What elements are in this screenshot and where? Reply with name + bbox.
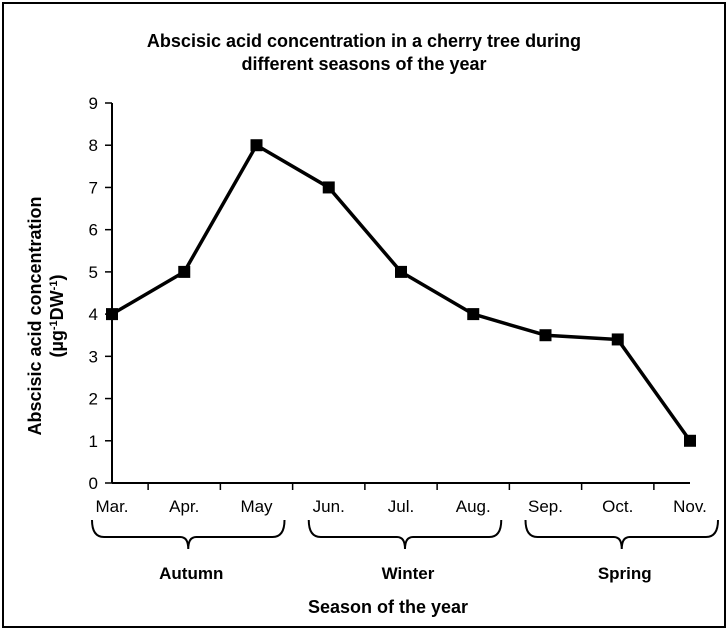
y-tick-label: 6 xyxy=(89,221,98,240)
x-tick-label: Nov. xyxy=(673,497,707,516)
season-groups: Autumn Winter Spring xyxy=(91,519,719,583)
y-tick-label: 2 xyxy=(89,390,98,409)
x-tick-label: Jul. xyxy=(388,497,414,516)
data-point xyxy=(467,308,480,321)
season-label: Winter xyxy=(382,564,435,583)
x-tick-label: Apr. xyxy=(169,497,199,516)
y-tick-label: 4 xyxy=(89,305,98,324)
x-tick-label: Oct. xyxy=(602,497,633,516)
y-ticks: 0 1 2 3 4 5 6 7 8 9 xyxy=(89,94,112,493)
data-point xyxy=(178,265,191,278)
x-tick-label: Aug. xyxy=(456,497,491,516)
x-ticks: Mar. Apr. May Jun. Jul. Aug. Sep. Oct. Nov. xyxy=(95,483,707,516)
data-point xyxy=(106,308,118,321)
x-tick-label: Mar. xyxy=(95,497,128,516)
x-tick-label: Sep. xyxy=(528,497,563,516)
data-point xyxy=(395,265,407,278)
chart-title-line-1: Abscisic acid concentration in a cherry … xyxy=(146,31,582,51)
x-tick-label: May xyxy=(240,497,273,516)
y-tick-label: 8 xyxy=(89,136,98,155)
data-point xyxy=(539,329,552,342)
y-tick-label: 3 xyxy=(89,347,98,366)
y-tick-label: 5 xyxy=(89,263,98,282)
x-tick-label: Jun. xyxy=(313,497,345,516)
data-point xyxy=(611,333,624,346)
season-label: Spring xyxy=(598,564,652,583)
season-brace xyxy=(524,519,719,550)
series-line xyxy=(111,143,692,442)
x-axis-label: Season of the year xyxy=(307,597,469,617)
season-brace xyxy=(307,519,503,550)
season-brace xyxy=(91,519,286,550)
chart-title: Abscisic acid concentration in a cherry … xyxy=(0,30,728,76)
y-tick-label: 7 xyxy=(89,178,98,197)
y-tick-label: 1 xyxy=(89,432,98,451)
data-point xyxy=(250,139,263,152)
chart-axes xyxy=(111,103,690,484)
y-tick-label: 0 xyxy=(89,474,98,493)
data-point xyxy=(684,434,696,447)
season-label: Autumn xyxy=(159,564,223,583)
y-tick-label: 9 xyxy=(89,94,98,113)
data-point xyxy=(322,181,335,194)
chart-title-line-2: different seasons of the year xyxy=(241,54,487,74)
data-markers xyxy=(106,139,696,447)
